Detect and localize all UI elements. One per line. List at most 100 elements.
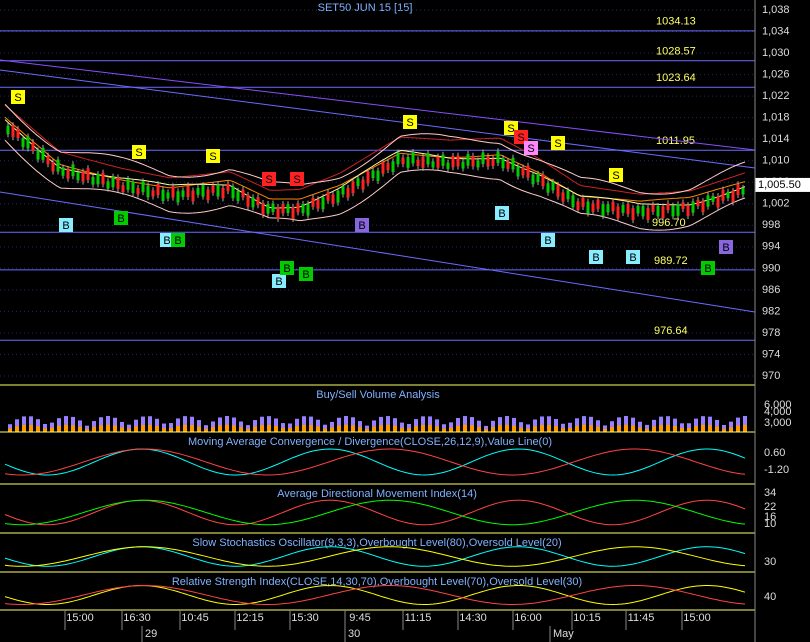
volume-bar [295,426,299,432]
volume-bar [547,416,551,432]
time-label: 9:45 [349,612,370,624]
level-label: 1011.95 [656,135,695,147]
candle-body [486,156,490,167]
candle-body [126,179,130,190]
candle-body [501,158,505,169]
level-label: 996.70 [652,217,686,229]
candle-body [571,195,575,208]
volume-bar [344,424,348,432]
candle-body [666,203,670,211]
candle-body [566,190,570,200]
signal-box [206,149,220,163]
volume-bar [316,419,320,432]
volume-bar [736,425,740,432]
volume-bar [288,428,292,432]
volume-bar [715,426,719,432]
volume-bar [85,429,89,432]
candle-body [606,204,610,213]
candle-body [371,170,375,179]
volume-bar [393,425,397,432]
signal-box [719,240,733,254]
y-tick-label: 970 [762,370,780,382]
candle-body [431,161,435,168]
volume-bar [155,426,159,432]
candle-body [341,186,345,195]
candle-body [716,196,720,208]
volume-bar [533,419,537,432]
candle-body [671,205,675,217]
time-label: 10:15 [573,612,601,624]
volume-bar [505,416,509,432]
candle-body [266,203,270,214]
signal-label: S [612,170,619,182]
trend-line [0,69,756,169]
candle-body [466,154,470,166]
signal-label: B [62,220,69,232]
volume-bar [708,416,712,432]
volume-bar [386,424,390,432]
signal-label: B [163,235,170,247]
volume-bar [477,420,481,432]
candle-body [91,177,95,185]
volume-bar [155,418,159,432]
panel-tick-label: 34 [764,487,776,499]
candle-body [491,158,495,167]
signal-box [551,136,565,150]
volume-bar [407,428,411,432]
signal-box [280,261,294,275]
candle-body [66,168,70,179]
volume-bar [309,416,313,432]
candle-body [511,157,515,170]
volume-bar [484,429,488,432]
volume-bar [372,420,376,432]
indicator-line [4,585,746,605]
candle-body [406,156,410,168]
candle-body [206,189,210,201]
candle-body [106,181,110,189]
volume-bar [442,424,446,432]
candle-body [121,185,125,193]
candle-body [526,165,530,178]
volume-bar [78,426,82,432]
volume-bar [484,425,488,432]
trend-line [0,59,756,151]
signal-label: S [265,174,272,186]
volume-bar [386,416,390,432]
candle-body [576,201,580,211]
signal-label: B [544,235,551,247]
volume-bar [274,425,278,432]
candle-body [51,162,55,172]
volume-bar [610,427,614,432]
level-label: 1023.64 [656,72,696,84]
volume-bar [400,422,404,432]
panel-tick-label: 22 [764,501,776,513]
volume-bar [729,427,733,432]
volume-bar [330,427,334,432]
signal-label: S [14,92,21,104]
candle-body [281,204,285,214]
volume-bar [645,428,649,432]
y-tick-label: 982 [762,305,780,317]
volume-bar [428,416,432,432]
volume-bar [379,416,383,432]
panel-tick-label: 4,000 [764,406,792,418]
volume-bar [190,416,194,432]
candle-body [176,191,180,203]
volume-bar [715,419,719,432]
volume-bar [260,416,264,432]
volume-bar [246,428,250,432]
volume-bar [575,425,579,432]
volume-bar [22,416,26,432]
candle-body [336,190,340,203]
signal-box [299,267,313,281]
candle-body [201,185,205,197]
candle-body [381,161,385,174]
y-tick-label: 1,014 [762,133,790,145]
last-price-label: 1,005.50 [758,179,801,191]
candle-body [186,185,190,197]
volume-bar [127,428,131,432]
candle-body [626,204,630,215]
candle-body [476,160,480,168]
volume-bar [351,425,355,432]
volume-bar [218,425,222,432]
